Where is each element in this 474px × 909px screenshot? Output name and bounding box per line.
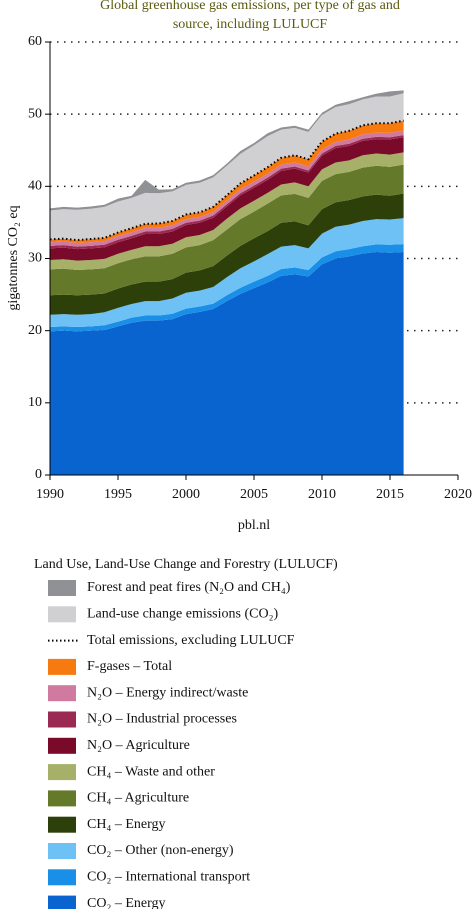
- legend-label: CH₄ – Agriculture: [87, 791, 189, 806]
- legend-title: Land Use, Land-Use Change and Forestry (…: [34, 557, 338, 572]
- legend-swatch: [48, 580, 76, 596]
- legend-swatch: [48, 685, 76, 702]
- area: [50, 193, 404, 315]
- legend-swatch: [48, 895, 76, 909]
- x-tick-label: 1995: [104, 487, 132, 502]
- y-tick-label: 60: [28, 34, 42, 49]
- legend-label: CO₂ – Other (non-energy): [87, 843, 234, 858]
- legend-label: F-gases – Total: [87, 659, 172, 674]
- legend-label: CO₂ – International transport: [87, 870, 250, 885]
- x-tick-label: 2010: [308, 487, 336, 502]
- legend-label: CO₂ – Energy: [87, 896, 166, 909]
- area: [50, 164, 404, 296]
- legend-label: Land-use change emissions (CO₂): [87, 607, 278, 622]
- legend-swatch: [48, 764, 76, 781]
- legend-swatch: [48, 790, 76, 807]
- legend-swatch: [48, 606, 76, 623]
- area: [50, 152, 404, 271]
- y-tick-label: 10: [28, 395, 42, 410]
- x-tick-label: 2020: [444, 487, 472, 502]
- area: [50, 135, 404, 250]
- x-tick-label: 2015: [376, 487, 404, 502]
- legend-label: Forest and peat fires (N₂O and CH₄): [87, 580, 291, 595]
- legend-label: N₂O – Energy indirect/waste: [87, 685, 248, 700]
- legend-swatch: [48, 869, 76, 886]
- legend-swatch: [48, 843, 76, 859]
- legend-swatch: [48, 711, 76, 728]
- legend-swatch: [48, 816, 76, 833]
- y-tick-label: 50: [28, 106, 42, 121]
- y-tick-label: 20: [28, 323, 42, 338]
- total-line: [49, 119, 404, 242]
- legend-swatch: [48, 658, 76, 675]
- legend-swatch: [48, 737, 76, 754]
- legend-label: N₂O – Agriculture: [87, 738, 190, 753]
- area: [50, 218, 404, 328]
- chart-title: Global greenhouse gas emissions, per typ…: [100, 0, 400, 13]
- y-tick-label: 30: [28, 251, 42, 266]
- legend-label: CH₄ – Waste and other: [87, 764, 215, 779]
- y-tick-label: 0: [35, 467, 42, 482]
- y-tick-label: 40: [28, 179, 42, 194]
- legend-label: Total emissions, excluding LULUCF: [87, 633, 295, 648]
- area: [50, 252, 404, 475]
- x-tick-label: 2005: [240, 487, 268, 502]
- area: [50, 137, 404, 261]
- area: [50, 244, 404, 332]
- chart-title: source, including LULUCF: [173, 17, 328, 32]
- x-tick-label: 1990: [36, 487, 64, 502]
- x-axis-label: pbl.nl: [238, 518, 270, 533]
- legend-label: N₂O – Industrial processes: [87, 712, 237, 727]
- area: [50, 130, 404, 247]
- legend-label: CH₄ – Energy: [87, 817, 166, 832]
- area: [50, 93, 404, 241]
- area: [50, 120, 404, 243]
- y-axis-label: gigatonnes CO₂ eq: [6, 205, 21, 310]
- x-tick-label: 2000: [172, 487, 200, 502]
